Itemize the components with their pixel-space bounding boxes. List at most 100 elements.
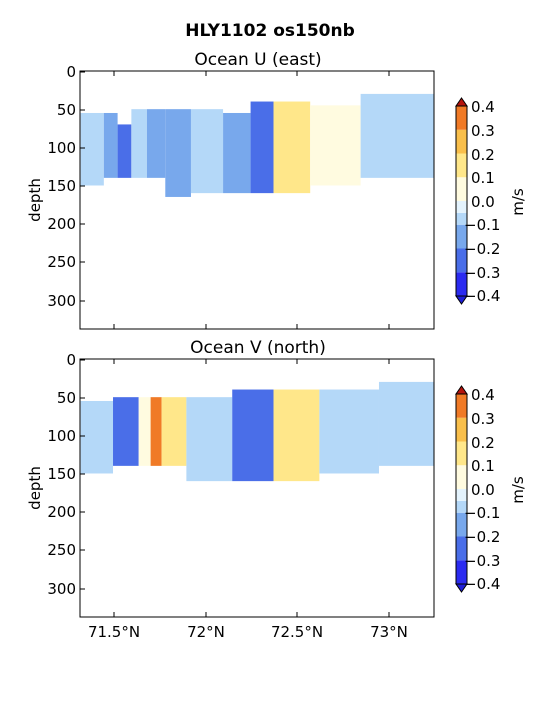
x-tick-label: 71.5°N — [88, 623, 140, 641]
colorbar-band — [456, 224, 467, 249]
ocean-u-cbar-tick: −0.2 — [464, 240, 500, 258]
colorbar-band — [456, 212, 467, 225]
colorbar-frame — [455, 105, 468, 297]
section-column — [150, 397, 162, 466]
section-column — [80, 112, 104, 186]
ocean-v-cbar-tick: 0.2 — [471, 434, 495, 452]
colorbar-over-arrow — [455, 97, 468, 107]
section-column — [378, 381, 434, 466]
ocean-u-cbar-label: m/s — [509, 188, 527, 216]
ocean-v-ylabel: depth — [26, 466, 44, 510]
ocean-u-ytick: 300 — [47, 292, 76, 310]
colorbar-band — [456, 512, 467, 537]
panel-ocean-v: Ocean V (north) depth 0 50 100 150 200 2… — [26, 338, 527, 641]
ocean-v-title: Ocean V (north) — [190, 338, 326, 358]
ocean-v-cbar-tick: 0.3 — [471, 410, 495, 428]
colorbar-band — [456, 394, 467, 418]
section-column — [103, 112, 118, 178]
ocean-v-ytick: 100 — [47, 427, 76, 445]
ocean-v-field — [80, 381, 434, 482]
section-column — [190, 109, 224, 194]
ocean-u-field — [80, 93, 434, 197]
ocean-u-frame — [79, 70, 435, 330]
ocean-u-cbar-tick: 0.1 — [471, 169, 495, 187]
colorbar-band — [456, 500, 467, 513]
ocean-u-ytick: 150 — [47, 177, 76, 195]
ocean-u-ytick: 0 — [66, 63, 76, 81]
section-column — [186, 397, 233, 482]
ocean-u-cbar-tick: 0.3 — [471, 122, 495, 140]
ocean-v-frame — [79, 358, 435, 618]
ocean-v-cbar-label: m/s — [509, 476, 527, 504]
ocean-v-tickmarks — [80, 359, 390, 617]
section-column — [165, 109, 191, 197]
section-column — [161, 397, 187, 466]
colorbar-band — [456, 106, 467, 130]
section-column — [360, 93, 434, 178]
ocean-u-ytick: 100 — [47, 139, 76, 157]
section-column — [146, 109, 166, 178]
ocean-v-ytick: 50 — [57, 389, 76, 407]
ocean-v-cbar-tick: 0.0 — [471, 481, 495, 499]
ocean-v-cbar-tick: −0.3 — [464, 552, 500, 570]
colorbar-band — [456, 465, 467, 489]
ocean-v-ytick: 250 — [47, 541, 76, 559]
ocean-u-colorbar: 0.4 0.3 0.2 0.1 0.0 −0.1 −0.2 −0.3 −0.4 … — [455, 97, 527, 305]
ocean-u-ytick: 50 — [57, 101, 76, 119]
ocean-u-colorbar-bands — [455, 97, 468, 305]
colorbar-band — [456, 560, 467, 584]
colorbar-band — [456, 272, 467, 296]
ocean-v-cbar-tick: −0.4 — [464, 575, 500, 593]
ocean-v-yticks: 0 50 100 150 200 250 300 — [47, 351, 76, 598]
colorbar-band — [456, 248, 467, 273]
ocean-u-title: Ocean U (east) — [194, 50, 321, 70]
ocean-v-colorbar: 0.4 0.3 0.2 0.1 0.0 −0.1 −0.2 −0.3 −0.4 … — [455, 385, 527, 593]
colorbar-frame — [455, 393, 468, 585]
ocean-v-ytick: 150 — [47, 465, 76, 483]
ocean-u-yticks: 0 50 100 150 200 250 300 — [47, 63, 76, 310]
colorbar-band — [456, 441, 467, 466]
colorbar-band — [456, 201, 467, 213]
ocean-u-cbar-tick: −0.3 — [464, 264, 500, 282]
ocean-u-tickmarks — [80, 71, 390, 329]
section-column — [113, 397, 139, 466]
ocean-u-ylabel: depth — [26, 178, 44, 222]
section-column — [138, 397, 151, 466]
ocean-v-cbar-tick: −0.2 — [464, 528, 500, 546]
ocean-v-ytick: 0 — [66, 351, 76, 369]
section-column — [310, 105, 361, 186]
ocean-u-cbar-tick: −0.4 — [464, 287, 500, 305]
colorbar-band — [456, 536, 467, 561]
ocean-u-cbar-tick: −0.1 — [464, 216, 500, 234]
colorbar-band — [456, 417, 467, 442]
section-column — [273, 101, 311, 194]
ocean-v-colorbar-bands — [455, 385, 468, 593]
ocean-u-ytick: 250 — [47, 253, 76, 271]
ocean-u-cbar-tick: 0.0 — [471, 193, 495, 211]
colorbar-band — [456, 177, 467, 201]
ocean-v-ytick: 300 — [47, 580, 76, 598]
section-column — [223, 112, 251, 194]
colorbar-band — [456, 129, 467, 154]
section-column — [232, 389, 274, 482]
section-column — [250, 101, 274, 194]
x-tick-label: 73°N — [370, 623, 408, 641]
section-column — [319, 389, 379, 474]
figure-title: HLY1102 os150nb — [185, 21, 355, 41]
ocean-v-cbar-tick: 0.4 — [471, 386, 495, 404]
x-tick-label: 72°N — [187, 623, 225, 641]
section-column — [117, 124, 132, 178]
section-column — [131, 109, 147, 178]
ocean-v-cbar-tick: −0.1 — [464, 504, 500, 522]
ocean-u-cbar-tick: 0.2 — [471, 146, 495, 164]
ocean-v-xticks: 71.5°N 72°N 72.5°N 73°N — [88, 623, 408, 641]
colorbar-over-arrow — [455, 385, 468, 395]
ocean-u-ytick: 200 — [47, 215, 76, 233]
colorbar-band — [456, 153, 467, 178]
ocean-v-cbar-tick: 0.1 — [471, 457, 495, 475]
ocean-u-cbar-tick: 0.4 — [471, 98, 495, 116]
colorbar-band — [456, 489, 467, 501]
x-tick-label: 72.5°N — [271, 623, 323, 641]
panel-ocean-u: Ocean U (east) depth 0 50 100 150 200 25… — [26, 50, 527, 330]
section-column — [80, 400, 114, 474]
